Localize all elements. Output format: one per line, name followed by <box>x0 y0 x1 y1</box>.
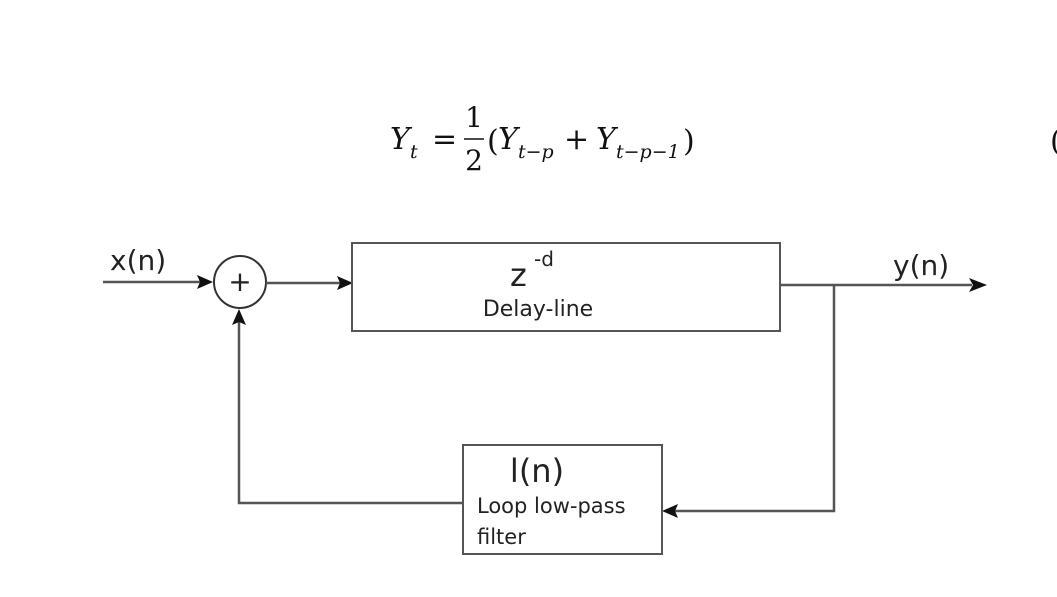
delay-block-caption: Delay-line <box>483 297 593 322</box>
filter-block-symbol: l(n) <box>510 452 564 490</box>
feedback-to-filter-line <box>674 285 836 513</box>
output-arrowhead <box>969 278 987 292</box>
delay-block-symbol: z <box>510 256 527 294</box>
delay-block-exponent: -d <box>534 247 554 271</box>
filter-block <box>462 444 663 555</box>
eq-term2-symbol: Y <box>596 122 619 157</box>
eq-open-paren: ( <box>487 124 499 159</box>
eq-term1-subscript: t−p <box>518 141 554 163</box>
junction-feedback-arrowhead <box>232 309 246 325</box>
eq-fraction-denominator: 2 <box>465 144 483 177</box>
eq-plus: + <box>564 122 589 157</box>
delay-block <box>351 242 781 332</box>
equation: Y t = 1 2 ( Y t−p + Y t−p−1 ) ( <box>390 101 1057 177</box>
eq-term1-symbol: Y <box>498 122 521 157</box>
eq-equals: = <box>432 122 457 157</box>
output-label: y(n) <box>893 249 949 282</box>
feedback-to-junction-line <box>237 322 463 505</box>
eq-fraction-numerator: 1 <box>465 101 483 134</box>
eq-number-fragment: ( <box>1050 124 1057 159</box>
input-arrowhead <box>197 275 213 289</box>
summing-junction-plus: + <box>228 265 251 298</box>
delay-input-arrowhead <box>337 276 353 290</box>
eq-term2-subscript: t−p−1 <box>616 141 680 163</box>
input-label: x(n) <box>110 244 166 277</box>
filter-input-arrowhead <box>662 504 678 518</box>
eq-lhs-subscript: t <box>410 141 418 163</box>
eq-lhs-symbol: Y <box>390 122 413 157</box>
eq-close-paren: ) <box>683 124 695 159</box>
filter-block-caption-line1: Loop low-pass <box>477 494 626 518</box>
block-diagram: x(n) + z -d Delay-line y(n) l(n) Loop lo… <box>103 242 987 555</box>
filter-block-caption-line2: filter <box>477 525 526 549</box>
